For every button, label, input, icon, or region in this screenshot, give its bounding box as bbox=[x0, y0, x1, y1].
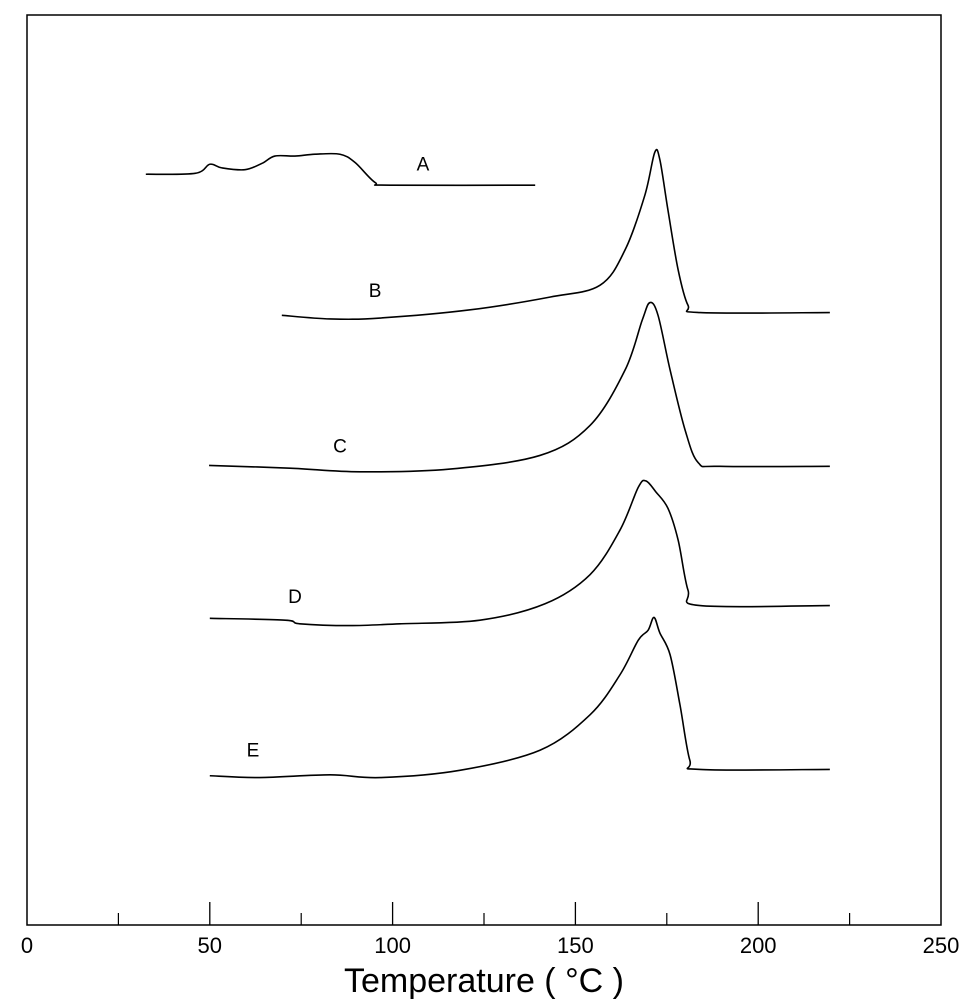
x-tick-label: 100 bbox=[374, 933, 411, 958]
x-axis-label: Temperature ( °C ) bbox=[344, 962, 624, 1000]
curve-a bbox=[145, 152, 536, 187]
curve-label-a: A bbox=[417, 155, 430, 176]
curve-labels: A B C D E bbox=[247, 155, 430, 762]
curves bbox=[145, 148, 830, 779]
curve-b bbox=[281, 148, 830, 321]
x-tick-label: 0 bbox=[21, 933, 33, 958]
curve-label-b: B bbox=[369, 281, 382, 302]
curve-label-d: D bbox=[288, 587, 302, 608]
x-tick-label: 250 bbox=[923, 933, 960, 958]
plot-frame bbox=[26, 14, 942, 926]
x-tick-label: 150 bbox=[557, 933, 594, 958]
x-tick-label: 50 bbox=[198, 933, 222, 958]
curve-label-c: C bbox=[333, 437, 347, 458]
curve-d bbox=[209, 479, 830, 627]
x-axis-tick-labels: 0 50 100 150 200 250 bbox=[21, 933, 959, 958]
curve-c bbox=[209, 301, 830, 473]
x-axis-ticks bbox=[117, 902, 851, 925]
x-tick-label: 200 bbox=[740, 933, 777, 958]
curve-label-e: E bbox=[247, 741, 260, 762]
curve-e bbox=[209, 616, 830, 779]
